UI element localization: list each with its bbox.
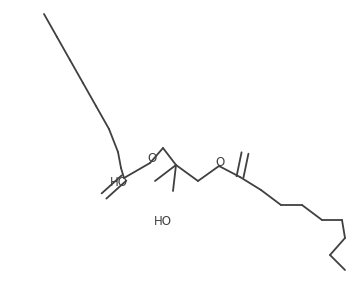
Text: O: O bbox=[147, 152, 157, 165]
Text: HO: HO bbox=[154, 215, 172, 228]
Text: O: O bbox=[216, 156, 224, 169]
Text: HO: HO bbox=[110, 176, 128, 189]
